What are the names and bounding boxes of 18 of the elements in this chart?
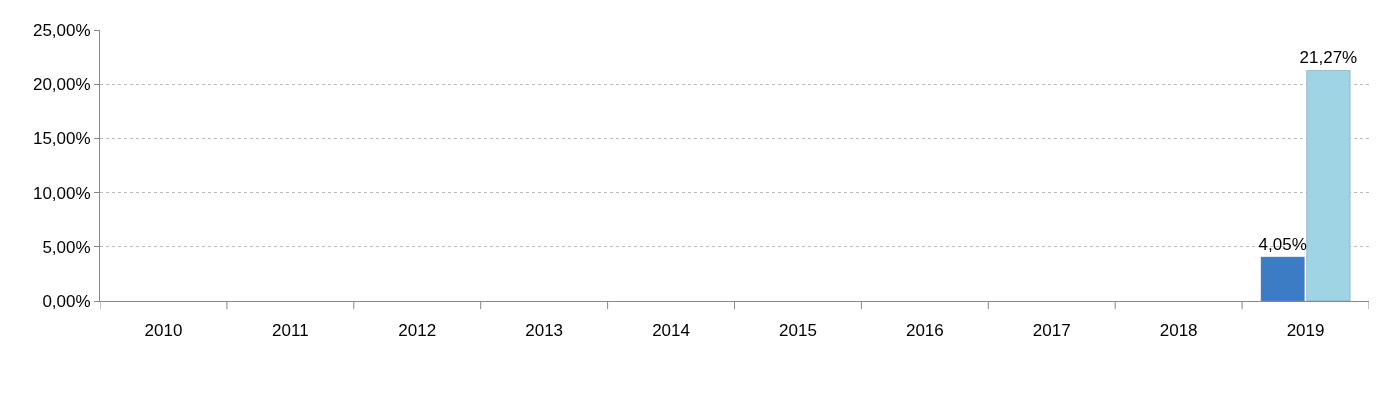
x-tick-label: 2016 xyxy=(905,321,944,341)
x-tick-label: 2012 xyxy=(398,321,437,341)
x-tick-label: 2018 xyxy=(1159,321,1198,341)
y-tick-label: 5,00% xyxy=(42,237,91,257)
x-tick-label: 2011 xyxy=(272,321,309,341)
y-tick-label: 25,00% xyxy=(32,20,91,40)
x-tick-label: 2019 xyxy=(1286,321,1325,341)
x-tick-label: 2015 xyxy=(779,321,817,341)
y-tick-label: 10,00% xyxy=(32,183,91,203)
x-tick-label: 2010 xyxy=(144,321,183,341)
y-tick-label: 0,00% xyxy=(42,291,91,311)
y-tick-label: 15,00% xyxy=(32,129,91,149)
data-label: 4,05% xyxy=(1258,235,1307,255)
x-tick-label: 2013 xyxy=(525,321,564,341)
data-label: 21,27% xyxy=(1299,48,1358,68)
x-tick-label: 2014 xyxy=(652,321,690,341)
x-tick-label: 2017 xyxy=(1032,321,1071,341)
y-tick-label: 20,00% xyxy=(32,75,91,95)
